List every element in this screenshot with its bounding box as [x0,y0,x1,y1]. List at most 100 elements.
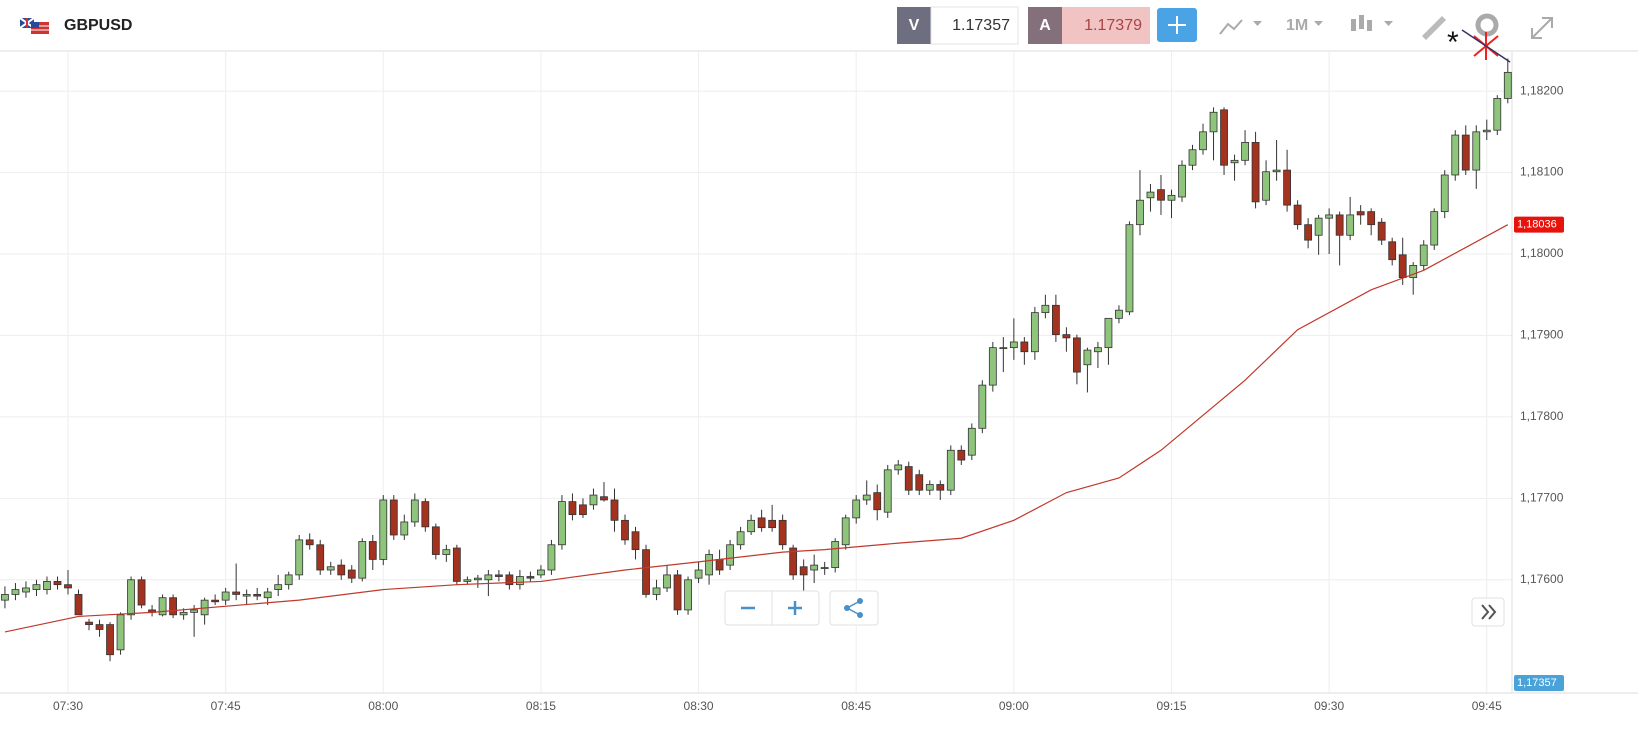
candle-body [253,594,262,597]
candle-body [568,501,577,516]
candle-body [1178,164,1186,198]
x-tick-label: 08:30 [684,699,714,713]
candle-body [1367,211,1376,226]
candle-body [305,539,314,546]
candle-body [1398,254,1407,279]
candle-body [663,574,671,589]
candle-button[interactable] [1351,15,1372,31]
candle-body [894,464,903,471]
candle-body [1020,341,1029,353]
candle-body [1503,71,1512,99]
bid-badge [897,7,931,44]
x-tick-label: 09:30 [1314,699,1344,713]
candle-body [43,581,51,590]
candle-body [85,621,93,625]
candle-body [421,501,430,528]
star-annotation: * [1447,26,1459,59]
candle-body [631,531,640,551]
candle-body [1377,221,1386,241]
candle-body [410,499,419,523]
candle-body [1073,337,1081,373]
scroll-right[interactable] [1481,604,1497,620]
candle-body [1482,129,1491,133]
collapse-button[interactable] [1531,17,1553,39]
candle-body [379,499,388,560]
bid-letter: V [909,17,920,34]
candle-body [789,547,798,576]
y-tick-label: 1,18100 [1520,165,1564,179]
candle-body [1293,204,1302,226]
x-tick-label: 07:45 [211,699,241,713]
draw-button[interactable] [1422,16,1446,40]
candle-body [1283,169,1291,206]
ma-tag: 1,18036 [1517,219,1557,231]
x-tick-label: 08:15 [526,699,556,713]
candle-body [452,547,461,582]
candle-body [904,466,913,491]
candle-body [1262,171,1270,201]
candle-body [1,594,9,601]
candle-body [347,569,356,579]
candle-body [95,624,104,630]
candle-body [211,599,220,603]
candle-body [652,587,661,595]
candle-body [484,574,493,581]
candle-body [642,549,650,595]
candle-body [190,609,199,613]
candle-body [988,347,997,386]
candle-body [862,494,871,501]
candle-body [274,584,283,590]
candle-body [284,574,293,586]
candle-body [22,587,30,593]
bid-tag-bg [1514,675,1564,691]
header [0,0,1638,51]
candle-body [537,569,545,576]
trend-line [1461,29,1511,63]
candle-body [1146,191,1155,199]
plot-bg [0,52,1512,693]
candle-body [936,484,945,491]
x-tick-label: 09:15 [1156,699,1186,713]
candle-body [11,589,20,595]
y-tick-label: 1,17600 [1520,572,1564,586]
candle-body [999,347,1008,350]
candle-body [978,384,987,429]
candle-body [621,519,629,541]
candle-body [1083,349,1092,366]
candle-body [705,554,713,576]
candle-body [1493,98,1502,131]
candle-body [1346,214,1355,236]
moving-average [4,224,1509,633]
candle-body [873,492,882,511]
candle-body [32,584,41,590]
candle-body [389,499,398,536]
y-tick-label: 1,18000 [1520,246,1564,260]
candle-body [1335,214,1344,236]
share-button[interactable] [844,598,863,618]
timeframe[interactable]: 1M [1286,17,1308,34]
candle-body [1461,134,1470,171]
candle-body [600,496,608,501]
bid-box [930,6,1019,45]
candle-body [1241,142,1249,161]
candle-body [946,449,955,491]
zoom-in[interactable] [788,601,802,615]
candle-body [1440,174,1449,213]
candle-body [1272,169,1281,173]
candle-body [368,541,377,560]
x-tick-label: 08:00 [368,699,398,713]
candle-body [820,567,829,569]
y-tick-label: 1,17900 [1520,328,1564,342]
candle-body [1136,199,1144,226]
candle-body [1314,217,1323,236]
candle-body [925,484,934,491]
candle-body [463,579,472,582]
chart-type-button[interactable] [1219,19,1243,35]
bid: 1.17357 [952,17,1010,34]
candle-body [684,579,692,611]
candle-body [1325,214,1334,219]
candle-body [610,499,619,521]
x-tick-label: 07:30 [53,699,83,713]
